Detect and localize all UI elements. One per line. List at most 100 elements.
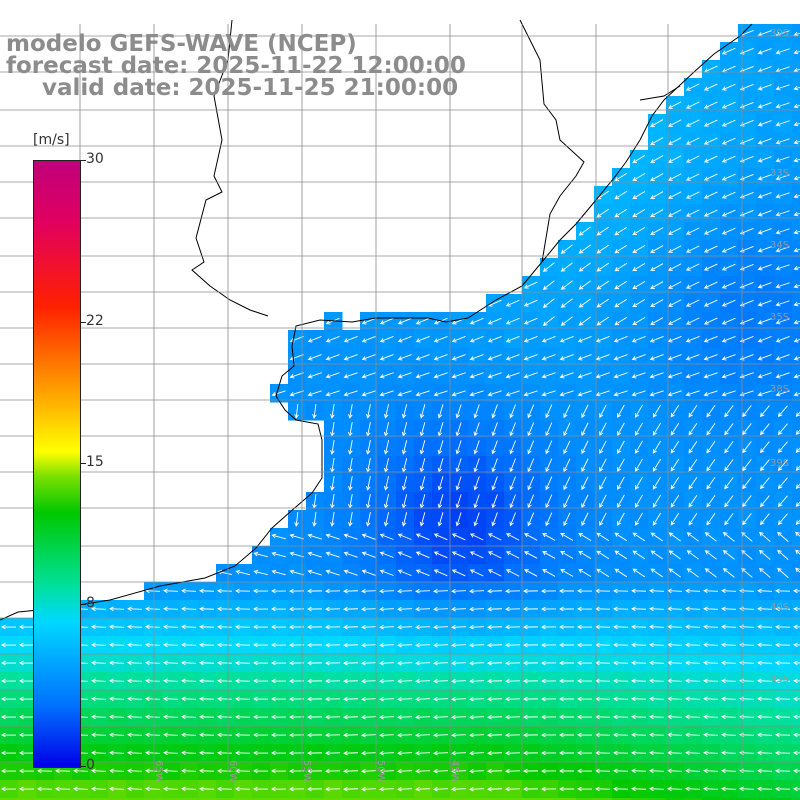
wind-vector-arrow: [523, 786, 539, 792]
wind-vector-arrow: [451, 624, 467, 630]
wind-vector-arrow: [559, 696, 575, 702]
wind-vector-arrow: [706, 495, 716, 508]
wind-speed-cell: [450, 798, 469, 800]
wind-vector-arrow: [635, 476, 643, 490]
wind-vector-arrow: [757, 642, 773, 648]
wind-vector-arrow: [721, 227, 736, 235]
wind-vector-arrow: [577, 714, 593, 720]
wind-vector-arrow: [361, 390, 376, 397]
wind-vector-arrow: [91, 624, 107, 630]
wind-vector-arrow: [487, 714, 503, 720]
wind-vector-arrow: [760, 423, 770, 436]
wind-vector-arrow: [703, 588, 719, 594]
wind-vector-arrow: [721, 173, 736, 181]
wind-vector-arrow: [757, 228, 772, 235]
wind-vector-arrow: [559, 354, 574, 361]
wind-vector-arrow: [757, 336, 772, 343]
wind-vector-arrow: [163, 642, 179, 648]
wind-vector-arrow: [415, 372, 430, 379]
wind-vector-arrow: [775, 750, 791, 756]
wind-vector-arrow: [793, 678, 800, 684]
wind-vector-arrow: [109, 624, 125, 630]
wind-vector-arrow: [433, 660, 449, 666]
wind-vector-arrow: [578, 316, 591, 326]
latitude-label: 34S: [770, 240, 789, 251]
wind-vector-arrow: [433, 551, 448, 559]
wind-vector-arrow: [487, 317, 502, 325]
wind-vector-arrow: [19, 786, 35, 792]
wind-vector-arrow: [703, 696, 719, 702]
wind-vector-arrow: [545, 512, 553, 527]
wind-vector-arrow: [415, 354, 430, 361]
wind-vector-arrow: [688, 476, 698, 490]
wind-vector-arrow: [667, 786, 683, 792]
wind-vector-arrow: [451, 660, 467, 666]
wind-vector-arrow: [757, 102, 772, 109]
wind-vector-arrow: [685, 209, 700, 217]
wind-vector-arrow: [545, 422, 553, 437]
wind-vector-arrow: [632, 550, 646, 560]
wind-vector-arrow: [379, 660, 395, 666]
wind-vector-arrow: [307, 768, 323, 774]
wind-vector-arrow: [793, 750, 800, 756]
wind-vector-arrow: [91, 714, 107, 720]
wind-vector-arrow: [527, 440, 535, 455]
wind-vector-arrow: [361, 354, 376, 361]
wind-vector-arrow: [775, 588, 791, 594]
wind-vector-arrow: [235, 786, 251, 792]
wind-speed-cell: [396, 798, 415, 800]
wind-speed-cell: [792, 546, 800, 565]
wind-vector-arrow: [487, 786, 503, 792]
wind-vector-arrow: [775, 120, 790, 127]
wind-vector-arrow: [793, 732, 800, 738]
wind-vector-arrow: [541, 624, 557, 630]
wind-vector-arrow: [487, 624, 503, 630]
wind-vector-arrow: [469, 678, 485, 684]
wind-vector-arrow: [635, 494, 643, 508]
wind-vector-arrow: [491, 404, 498, 419]
wind-vector-arrow: [181, 732, 197, 738]
colorbar-tick-label: 22: [86, 312, 104, 329]
wind-vector-arrow: [1, 624, 17, 630]
wind-vector-arrow: [469, 390, 484, 397]
wind-vector-arrow: [795, 447, 800, 453]
wind-vector-arrow: [667, 354, 682, 361]
wind-vector-arrow: [670, 440, 680, 454]
wind-speed-cell: [792, 474, 800, 493]
wind-vector-arrow: [469, 533, 484, 541]
wind-vector-arrow: [578, 298, 591, 308]
wind-vector-arrow: [724, 459, 734, 472]
wind-vector-arrow: [613, 714, 629, 720]
wind-speed-cell: [792, 798, 800, 800]
wind-vector-arrow: [365, 476, 371, 491]
wind-vector-arrow: [307, 732, 323, 738]
wind-vector-arrow: [469, 714, 485, 720]
wind-vector-arrow: [505, 642, 521, 648]
wind-vector-arrow: [703, 155, 718, 163]
wind-vector-arrow: [667, 137, 682, 145]
wind-vector-arrow: [361, 336, 376, 343]
wind-vector-arrow: [542, 533, 556, 541]
wind-vector-arrow: [271, 588, 287, 594]
wind-vector-arrow: [73, 768, 89, 774]
wind-vector-arrow: [685, 317, 700, 325]
wind-vector-arrow: [163, 660, 179, 666]
wind-vector-arrow: [563, 458, 571, 473]
wind-vector-arrow: [217, 588, 233, 594]
wind-vector-arrow: [289, 390, 304, 397]
wind-vector-arrow: [469, 336, 484, 343]
wind-vector-arrow: [793, 696, 800, 702]
wind-vector-arrow: [235, 624, 251, 630]
wind-vector-arrow: [685, 155, 700, 163]
wind-vector-arrow: [635, 404, 643, 418]
wind-vector-arrow: [199, 606, 215, 612]
wind-speed-cell: [90, 798, 109, 800]
wind-vector-arrow: [742, 513, 752, 526]
wind-vector-arrow: [596, 316, 610, 326]
wind-vector-arrow: [1, 786, 17, 792]
wind-vector-arrow: [668, 568, 681, 578]
wind-vector-arrow: [703, 137, 718, 145]
longitude-label: 55W: [301, 760, 312, 783]
wind-vector-arrow: [721, 606, 737, 612]
wind-vector-arrow: [330, 440, 335, 455]
